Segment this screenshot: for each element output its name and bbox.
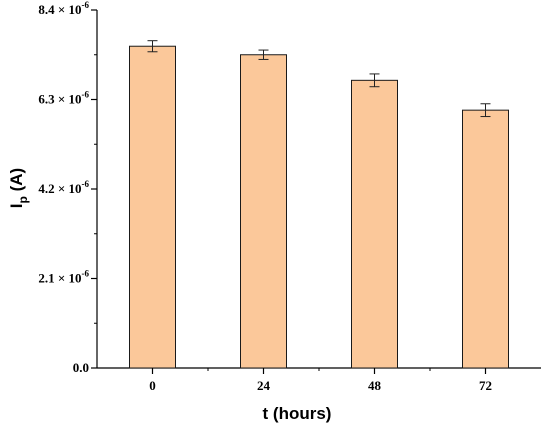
y-axis-title-unit: (A)	[7, 168, 26, 196]
error-bar	[369, 73, 380, 88]
y-tick-label-mantissa: 2.1 × 10	[38, 271, 81, 286]
x-tick-label: 48	[368, 378, 382, 393]
y-tick-label-exponent: -6	[82, 179, 90, 189]
y-tick-label-mantissa: 4.2 × 10	[38, 181, 81, 196]
y-tick-label-mantissa: 0.0	[73, 360, 89, 375]
bar	[462, 109, 509, 369]
error-bar	[147, 40, 158, 53]
x-tick-label: 72	[479, 378, 492, 393]
y-tick-label: 2.1 × 10-6	[38, 269, 89, 286]
error-bar	[480, 103, 491, 118]
y-tick-label-exponent: -6	[82, 0, 90, 10]
bar	[351, 79, 398, 369]
x-axis: 0 24 48 72	[149, 368, 492, 393]
x-tick-label: 0	[149, 378, 156, 393]
y-axis: 0.02.1 × 10-64.2 × 10-66.3 × 10-68.4 × 1…	[38, 0, 97, 375]
y-axis-title-main: I	[7, 203, 26, 208]
bar	[240, 54, 287, 369]
x-axis-title: t (hours)	[263, 404, 332, 423]
y-tick-label-exponent: -6	[82, 269, 90, 279]
y-tick-label: 8.4 × 10-6	[38, 0, 89, 17]
y-tick-label-exponent: -6	[82, 90, 90, 100]
y-tick-label-mantissa: 8.4 × 10	[38, 2, 81, 17]
x-tick-label: 24	[257, 378, 271, 393]
y-tick-label: 0.0	[73, 360, 89, 375]
y-tick-label: 6.3 × 10-6	[38, 90, 89, 107]
bar	[129, 45, 176, 369]
y-tick-label-mantissa: 6.3 × 10	[38, 92, 81, 107]
error-bar	[258, 49, 269, 60]
y-axis-title: Ip (A)	[7, 168, 30, 208]
y-axis-title-subscript: p	[16, 196, 30, 203]
y-tick-label: 4.2 × 10-6	[38, 179, 89, 196]
bars-group	[129, 40, 509, 369]
